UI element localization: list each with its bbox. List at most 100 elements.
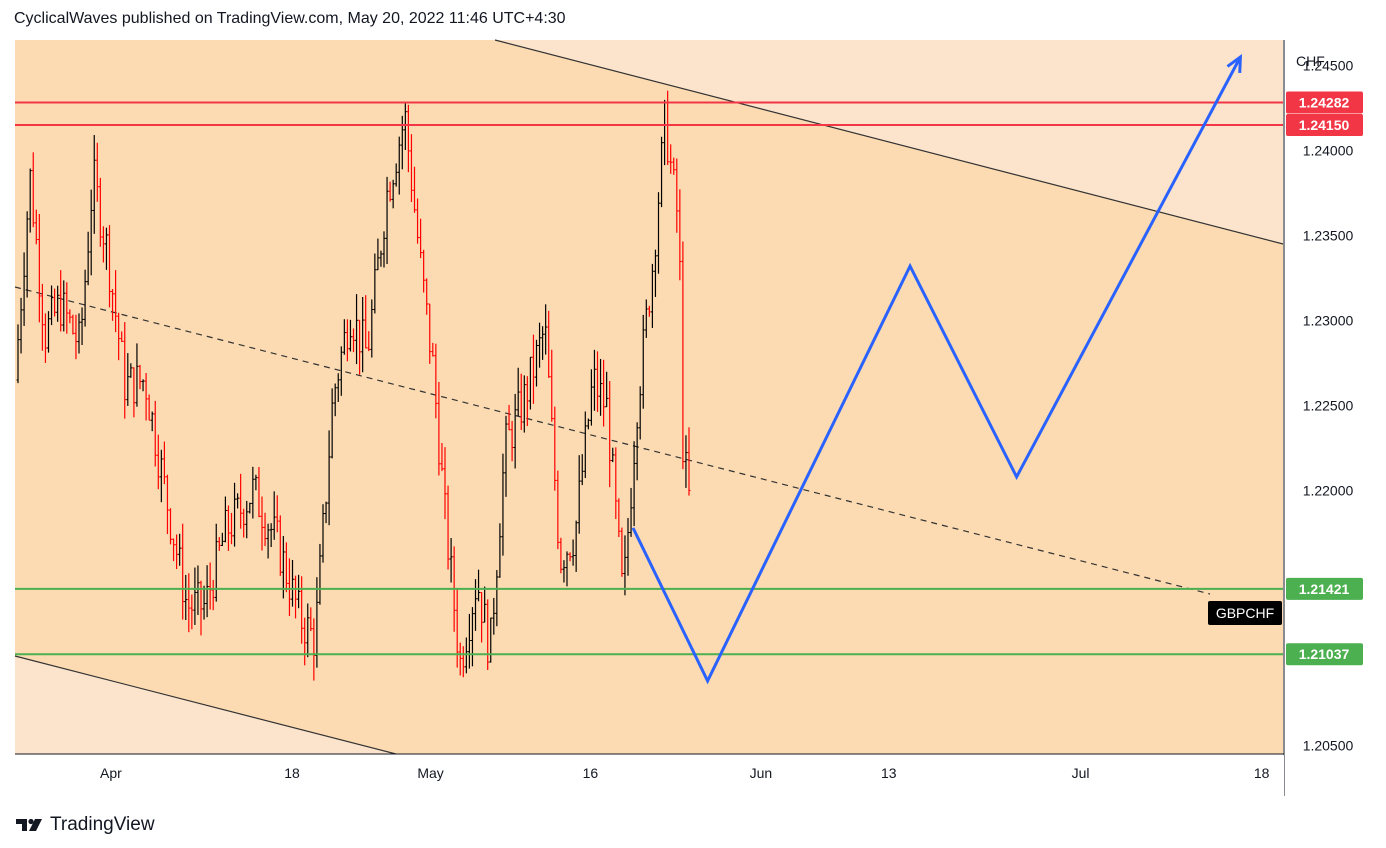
price-bar-up [382, 231, 386, 268]
price-bar-up [376, 238, 380, 271]
price-bar-down [367, 331, 371, 352]
price-bar-up [653, 249, 657, 297]
price-bar-up [318, 543, 322, 605]
price-bar-up [657, 192, 660, 274]
price-tick-label: 1.24000 [1303, 143, 1354, 159]
price-bar-up [632, 441, 636, 527]
projection-path [631, 56, 1242, 685]
price-bar-up [513, 393, 517, 469]
price-bar-down [190, 594, 194, 630]
price-bar-down [98, 177, 102, 247]
price-bar-up [205, 565, 209, 618]
price-bar-up [635, 422, 639, 481]
price-bar-down [388, 181, 392, 202]
price-bar-down [169, 508, 172, 545]
price-bar-up [291, 559, 294, 607]
price-bar-down [172, 538, 176, 562]
price-axis-ticks: 1.24500 1.24000 1.23500 1.23000 1.22500 1.220… [1303, 58, 1354, 754]
price-bar-down [309, 607, 313, 632]
price-bar-down [275, 495, 279, 533]
time-tick-label: 18 [1254, 765, 1270, 781]
price-bar-up [538, 322, 542, 368]
price-bar-up [135, 343, 139, 407]
price-bar-down [480, 592, 484, 643]
price-bar-down [525, 376, 529, 427]
price-bar-down [596, 351, 599, 412]
price-bar-up [184, 574, 188, 621]
price-bar-up [150, 411, 154, 432]
footer: TradingView [14, 814, 155, 836]
price-bar-up [339, 346, 343, 396]
price-bar-up [220, 532, 224, 546]
price-bar-up [348, 319, 352, 352]
price-bar-up [626, 517, 630, 576]
price-bar-down [425, 278, 429, 315]
price-bar-up [495, 570, 499, 627]
price-bar-down [428, 303, 432, 364]
time-tick-label: Jun [750, 765, 773, 781]
price-bar-down [556, 470, 560, 550]
price-bar-up [562, 560, 566, 583]
price-bar-up [202, 585, 206, 620]
price-tag-label: 1.21421 [1299, 581, 1350, 597]
price-bar-down [419, 218, 423, 259]
price-bar-down [114, 270, 118, 333]
price-bar-up [544, 304, 548, 355]
price-bar-up [28, 168, 32, 233]
price-bar-down [144, 373, 148, 421]
price-bar-up [577, 455, 581, 534]
price-bar-down [239, 473, 243, 529]
price-bar-up [623, 535, 627, 596]
price-bar-up [391, 179, 395, 209]
price-bar-up [355, 294, 359, 365]
price-bar-down [672, 157, 676, 175]
price-bar-down [226, 505, 230, 551]
price-tick-label: 1.22500 [1303, 398, 1354, 414]
price-bar-down [153, 400, 157, 467]
price-bar-down [510, 420, 514, 462]
price-bar-down [617, 498, 621, 538]
price-bar-up [470, 607, 474, 667]
price-bar-up [178, 533, 182, 566]
price-bar-down [687, 427, 691, 496]
price-bar-up [251, 466, 255, 519]
price-tag: 1.24150 [1286, 114, 1363, 136]
price-bar-up [504, 415, 508, 497]
price-bar-up [361, 296, 365, 373]
price-bar-down [312, 618, 316, 681]
price-bar-down [358, 319, 362, 375]
price-bar-up [370, 299, 374, 358]
price-bar-down [440, 442, 444, 472]
price-bar-down [345, 319, 349, 362]
price-bar-up [464, 637, 468, 674]
price-tag: 1.21037 [1286, 643, 1363, 666]
horizontal-levels [15, 101, 1283, 656]
price-bar-up [516, 367, 520, 417]
price-bar-up [483, 586, 487, 623]
price-bar-down [675, 158, 679, 233]
price-bar-down [101, 226, 105, 263]
channel-fill [15, 40, 1283, 754]
price-bar-down [162, 441, 166, 485]
price-bar-down [165, 474, 169, 535]
price-bar-down [74, 314, 78, 360]
price-bar-down [108, 225, 111, 308]
price-bar-down [132, 367, 136, 418]
price-bar-up [592, 349, 596, 411]
price-bar-up [19, 297, 23, 354]
time-tick-label: 18 [284, 765, 300, 781]
price-bar-down [68, 309, 72, 324]
price-bar-up [336, 373, 340, 402]
price-bar-up [315, 577, 319, 668]
time-tick-label: 16 [583, 765, 599, 781]
price-bar-down [181, 523, 185, 620]
price-bar-down [175, 534, 179, 570]
price-bar-up [397, 136, 401, 195]
price-bar-up [269, 523, 273, 548]
price-bar-up [126, 353, 130, 406]
price-bar-down [117, 312, 121, 361]
price-bar-up [641, 314, 645, 409]
price-bar-up [159, 449, 163, 503]
price-bar-down [519, 373, 523, 431]
